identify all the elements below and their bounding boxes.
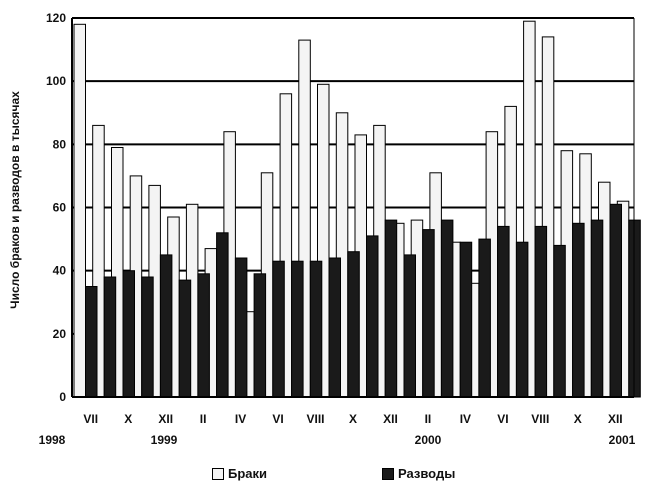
- legend: Браки Разводы: [0, 466, 650, 488]
- y-axis-label: Число браков и разводов в тысячах: [8, 91, 22, 309]
- bar-divorces: [515, 241, 529, 398]
- bar-divorces: [534, 225, 548, 398]
- legend-item-brides: Браки: [212, 466, 267, 481]
- bar-divorces: [459, 241, 473, 398]
- x-year-label: 2000: [415, 433, 442, 447]
- bar-divorces: [553, 244, 566, 398]
- bar-divorces: [197, 273, 210, 398]
- bar-divorces: [403, 254, 416, 398]
- bar-divorces: [291, 260, 304, 398]
- x-year-label: 1998: [39, 433, 66, 447]
- bar-divorces: [628, 219, 641, 398]
- bar-divorces: [178, 279, 192, 398]
- x-tick-label: VIII: [306, 412, 324, 426]
- bar-divorces: [572, 222, 585, 398]
- bar-divorces: [366, 235, 379, 398]
- bar-divorces: [122, 270, 135, 398]
- y-tick-label: 20: [53, 327, 67, 341]
- bar-divorces: [440, 219, 454, 398]
- x-tick-label: X: [349, 412, 357, 426]
- y-tick-label: 100: [46, 74, 66, 88]
- bar-divorces: [497, 225, 510, 398]
- legend-swatch-marriages: [212, 467, 224, 480]
- x-tick-label: VII: [83, 412, 98, 426]
- bar-divorces: [422, 229, 435, 398]
- x-tick-label: II: [200, 412, 207, 426]
- bar-divorces: [85, 286, 98, 398]
- legend-item-divorces: Разводы: [382, 466, 455, 481]
- y-tick-label: 40: [53, 264, 67, 278]
- bar-divorces: [159, 254, 173, 398]
- y-tick-label: 0: [59, 390, 66, 404]
- x-year-label: 1999: [151, 433, 178, 447]
- x-tick-label: X: [574, 412, 582, 426]
- bar-divorces: [609, 203, 622, 398]
- bar-divorces: [328, 257, 341, 398]
- bar-divorces: [234, 257, 248, 398]
- x-year-label: 2001: [609, 433, 636, 447]
- x-tick-label: X: [124, 412, 132, 426]
- x-tick-label: XII: [383, 412, 398, 426]
- x-axis-ticks: VII X XII II IV VI VIII X XII II IV VI VIII X XII 1998 1…: [39, 412, 636, 447]
- axes: [71, 17, 635, 398]
- bar-divorces: [347, 251, 360, 398]
- bar-divorces: [590, 219, 604, 398]
- y-tick-label: 60: [53, 201, 67, 215]
- bar-divorces: [272, 260, 285, 398]
- legend-swatch-divorces: [382, 467, 394, 480]
- bar-divorces: [103, 276, 117, 398]
- bar-marriages: [73, 23, 86, 398]
- x-tick-label: XII: [158, 412, 173, 426]
- x-tick-label: VI: [272, 412, 283, 426]
- bar-divorces: [478, 238, 491, 398]
- bar-divorces: [309, 260, 323, 398]
- bar-divorces: [216, 232, 229, 398]
- legend-label-marriages: Браки: [228, 466, 268, 481]
- bar-divorces: [253, 273, 267, 398]
- bar-chart: 0 20 40 60 80 100 120 VII X XII II IV VI VIII X XII II I…: [8, 11, 641, 447]
- y-tick-label: 120: [46, 11, 66, 25]
- x-tick-label: II: [425, 412, 432, 426]
- bar-divorces: [141, 276, 154, 398]
- y-tick-label: 80: [53, 137, 67, 151]
- x-tick-label: VI: [497, 412, 508, 426]
- x-tick-label: IV: [235, 412, 246, 426]
- bar-divorces: [384, 219, 398, 398]
- y-axis-ticks: 0 20 40 60 80 100 120: [46, 11, 66, 404]
- x-tick-label: IV: [460, 412, 471, 426]
- x-tick-label: XII: [608, 412, 623, 426]
- legend-label-divorces: Разводы: [398, 466, 456, 481]
- bars: [73, 20, 641, 398]
- x-tick-label: VIII: [531, 412, 549, 426]
